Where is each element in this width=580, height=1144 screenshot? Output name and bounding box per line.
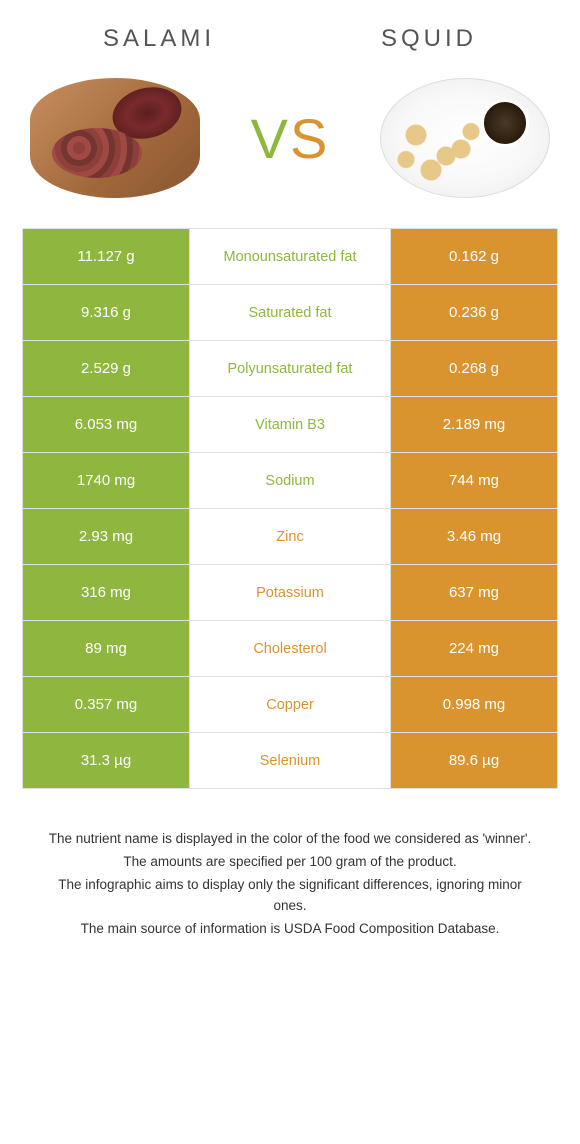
squid-image <box>380 78 550 198</box>
table-row: 9.316 gSaturated fat0.236 g <box>22 285 558 341</box>
left-value-cell: 9.316 g <box>22 285 190 340</box>
right-value-cell: 2.189 mg <box>390 397 558 452</box>
nutrient-cell: Saturated fat <box>190 285 390 340</box>
right-value-cell: 3.46 mg <box>390 509 558 564</box>
nutrient-cell: Monounsaturated fat <box>190 229 390 284</box>
nutrient-cell: Cholesterol <box>190 621 390 676</box>
footnote-line: The amounts are specified per 100 gram o… <box>40 852 540 873</box>
right-food-title: Squid <box>381 25 477 53</box>
nutrient-cell: Zinc <box>190 509 390 564</box>
right-value-cell: 637 mg <box>390 565 558 620</box>
right-value-cell: 0.162 g <box>390 229 558 284</box>
right-value-cell: 0.236 g <box>390 285 558 340</box>
header: Salami Squid <box>0 0 580 68</box>
left-value-cell: 1740 mg <box>22 453 190 508</box>
comparison-table: 11.127 gMonounsaturated fat0.162 g9.316 … <box>22 228 558 789</box>
table-row: 316 mgPotassium637 mg <box>22 565 558 621</box>
left-value-cell: 89 mg <box>22 621 190 676</box>
table-row: 11.127 gMonounsaturated fat0.162 g <box>22 229 558 285</box>
vs-label: VS <box>251 106 330 171</box>
left-value-cell: 2.93 mg <box>22 509 190 564</box>
footnote-line: The nutrient name is displayed in the co… <box>40 829 540 850</box>
footnote-line: The infographic aims to display only the… <box>40 875 540 917</box>
footnotes: The nutrient name is displayed in the co… <box>0 789 580 940</box>
right-value-cell: 0.998 mg <box>390 677 558 732</box>
nutrient-cell: Polyunsaturated fat <box>190 341 390 396</box>
nutrient-cell: Potassium <box>190 565 390 620</box>
left-value-cell: 11.127 g <box>22 229 190 284</box>
table-row: 6.053 mgVitamin B32.189 mg <box>22 397 558 453</box>
right-value-cell: 0.268 g <box>390 341 558 396</box>
table-row: 89 mgCholesterol224 mg <box>22 621 558 677</box>
nutrient-cell: Sodium <box>190 453 390 508</box>
nutrient-cell: Selenium <box>190 733 390 788</box>
vs-s: S <box>290 107 329 170</box>
right-value-cell: 744 mg <box>390 453 558 508</box>
left-value-cell: 31.3 µg <box>22 733 190 788</box>
table-row: 1740 mgSodium744 mg <box>22 453 558 509</box>
vs-v: V <box>251 107 290 170</box>
right-value-cell: 89.6 µg <box>390 733 558 788</box>
right-value-cell: 224 mg <box>390 621 558 676</box>
left-value-cell: 316 mg <box>22 565 190 620</box>
vs-row: VS <box>0 68 580 228</box>
nutrient-cell: Vitamin B3 <box>190 397 390 452</box>
left-value-cell: 6.053 mg <box>22 397 190 452</box>
table-row: 0.357 mgCopper0.998 mg <box>22 677 558 733</box>
nutrient-cell: Copper <box>190 677 390 732</box>
table-row: 31.3 µgSelenium89.6 µg <box>22 733 558 789</box>
footnote-line: The main source of information is USDA F… <box>40 919 540 940</box>
left-value-cell: 2.529 g <box>22 341 190 396</box>
left-value-cell: 0.357 mg <box>22 677 190 732</box>
table-row: 2.529 gPolyunsaturated fat0.268 g <box>22 341 558 397</box>
left-food-title: Salami <box>103 25 215 53</box>
salami-image <box>30 78 200 198</box>
table-row: 2.93 mgZinc3.46 mg <box>22 509 558 565</box>
